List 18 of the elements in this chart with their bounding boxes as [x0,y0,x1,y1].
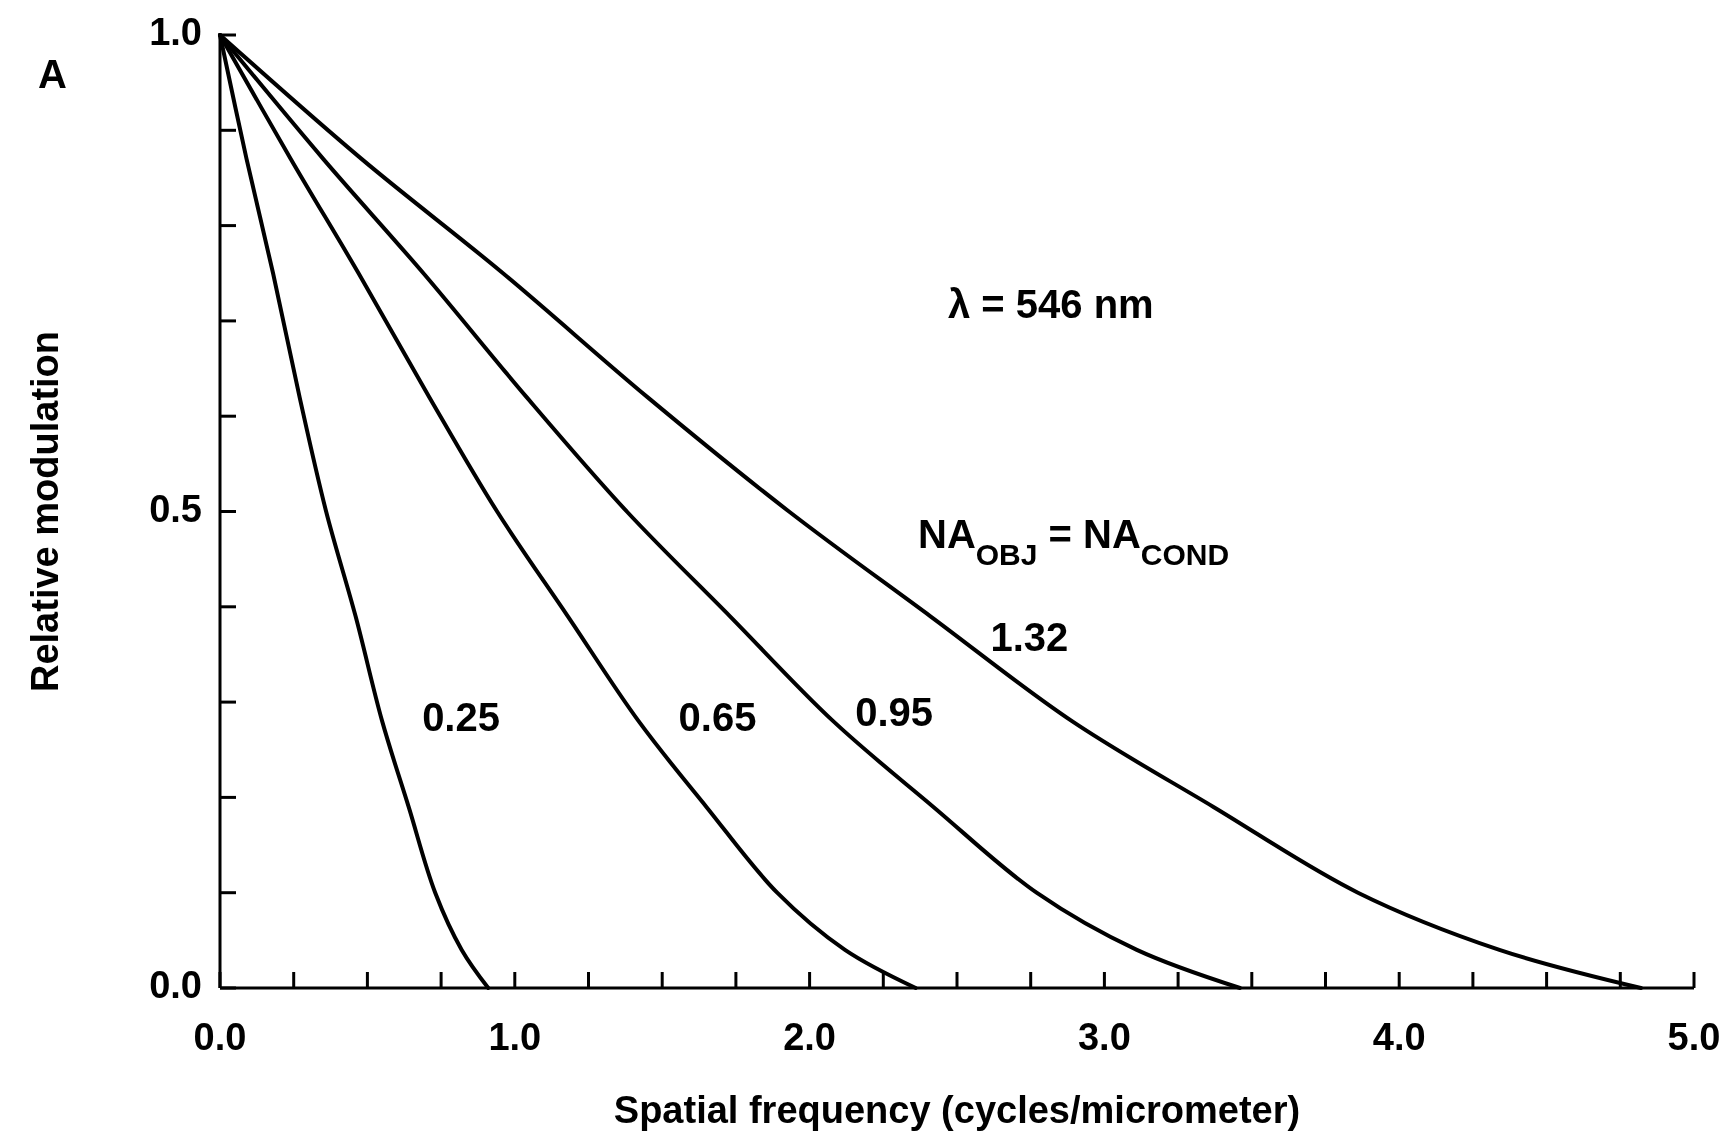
text: A [38,52,67,96]
series-label: 0.95 [855,690,934,735]
series-label: 0.25 [422,695,500,740]
series-label: 1.32 [990,615,1069,660]
x-tick-label: 3.0 [1077,1016,1131,1058]
y-tick-label: 1.0 [149,11,202,54]
y-axis-title: Relative modulation [24,330,66,693]
x-tick-label: 4.0 [1372,1016,1426,1058]
x-tick-label: 1.0 [488,1016,542,1058]
x-axis-title: Spatial frequency (cycles/micrometer) [613,1089,1301,1131]
x-tick-label: 0.0 [193,1016,247,1058]
x-tick-label: 2.0 [783,1016,837,1058]
y-tick-label: 0.0 [149,964,202,1007]
annotation: NA$_{OBJ}$ = NA$_{COND}$ [918,512,1230,571]
series-label: 0.65 [678,695,757,740]
annotation: λ = 546 nm [948,282,1154,326]
x-tick-label: 5.0 [1667,1016,1721,1058]
y-tick-label: 0.5 [149,487,202,530]
